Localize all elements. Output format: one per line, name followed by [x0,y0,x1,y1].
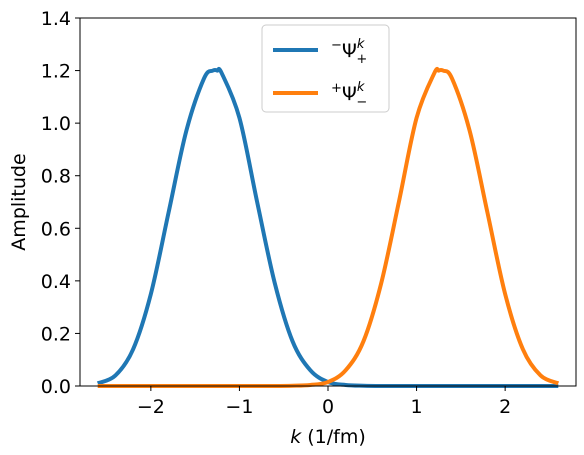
x-axis: −2 −1 0 1 2 [137,386,511,418]
x-tick-label: −1 [225,396,253,418]
y-tick-label: 0.6 [41,218,71,240]
y-tick-label: 0.8 [41,166,71,188]
legend-label-series-1: −Ψk + [331,37,367,67]
legend-sup-series-1: k [357,37,365,52]
x-axis-unit: (1/fm) [301,426,366,448]
y-axis: 0.0 0.2 0.4 0.6 0.8 1.0 1.2 1.4 [41,8,80,398]
y-tick-label: 0.2 [41,323,71,345]
legend-sub-series-2: − [356,95,367,110]
y-tick-label: 1.4 [41,8,71,30]
y-tick-label: 0.4 [41,271,71,293]
y-tick-label: 1.0 [41,113,71,135]
legend-sub-series-1: + [356,52,367,67]
legend-sup-series-2: k [357,80,365,95]
x-axis-variable: k [290,426,302,448]
y-tick-label: 0.0 [41,376,71,398]
x-axis-title: k (1/fm) [290,426,366,448]
x-tick-label: −2 [137,396,165,418]
x-tick-label: 2 [499,396,511,418]
legend-prefix-series-2: + [331,81,342,96]
legend-symbol-series-2: Ψ [342,83,357,105]
x-tick-label: 1 [411,396,423,418]
legend: −Ψk + +Ψk − [261,24,390,113]
y-tick-label: 1.2 [41,61,71,83]
y-axis-title: Amplitude [8,153,30,250]
legend-label-series-2: +Ψk − [331,80,367,110]
plot-lines [96,67,560,389]
legend-symbol-series-1: Ψ [342,40,357,62]
legend-prefix-series-1: − [331,38,342,53]
x-tick-label: 0 [322,396,334,418]
legend-box [261,24,390,113]
